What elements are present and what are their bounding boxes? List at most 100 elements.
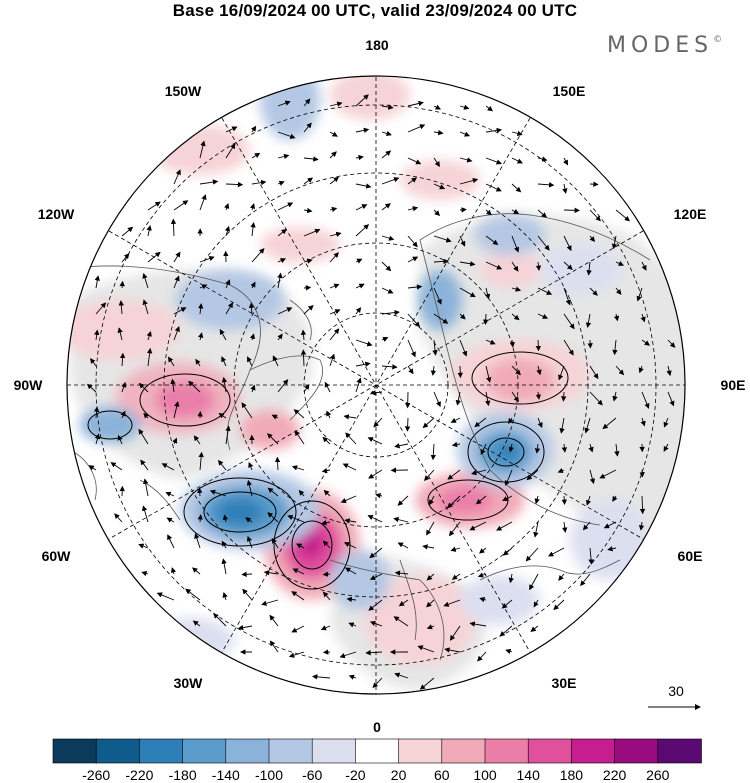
colorbar-tick-label: -60 <box>302 767 322 783</box>
wind-arrow <box>339 651 357 659</box>
wind-arrow <box>485 183 502 192</box>
lon-label-180: 180 <box>365 37 389 53</box>
wind-arrow <box>485 261 503 270</box>
modes-logo: MODES© <box>607 33 722 58</box>
wind-arrow <box>329 231 342 237</box>
wind-arrow <box>140 459 149 471</box>
wind-arrow <box>355 283 365 289</box>
wind-arrow <box>433 313 449 324</box>
wind-arrow <box>641 391 650 409</box>
wind-arrow <box>407 339 416 358</box>
wind-arrow <box>340 495 357 503</box>
wind-arrow <box>444 647 461 653</box>
wind-arrow <box>485 235 499 246</box>
wind-arrow <box>614 443 620 457</box>
wind-arrow <box>433 129 444 136</box>
colorbar-swatch <box>95 738 141 764</box>
colorbar-swatch <box>657 738 702 764</box>
lon-label-90w: 90W <box>14 377 44 393</box>
wind-arrow <box>381 150 392 159</box>
wind-arrow <box>213 613 227 627</box>
wind-arrow <box>300 329 307 341</box>
wind-arrow <box>561 495 567 505</box>
wind-arrow <box>323 489 331 497</box>
wind-arrow <box>433 104 442 110</box>
wind-arrow <box>248 302 255 315</box>
wind-arrow <box>369 547 383 559</box>
wind-arrow <box>474 417 487 428</box>
wind-arrow <box>430 443 436 461</box>
wind-arrow <box>355 258 363 264</box>
colorbar-tick-label: -180 <box>169 767 197 783</box>
wind-arrow <box>589 287 598 296</box>
wind-arrow <box>269 614 279 627</box>
colorbar-tick-label: 180 <box>560 767 584 783</box>
wind-arrow <box>588 547 594 565</box>
wind-arrow <box>120 410 126 419</box>
wind-arrow <box>459 131 471 137</box>
wind-arrow <box>320 625 331 631</box>
wind-arrow <box>141 570 149 577</box>
wind-arrow <box>142 299 149 315</box>
wind-arrow <box>247 356 253 367</box>
wind-arrow <box>355 361 371 367</box>
wind-arrow <box>246 535 253 549</box>
wind-arrow <box>329 131 338 137</box>
wind-arrow <box>602 417 617 430</box>
wind-arrow <box>269 640 279 653</box>
wind-arrow <box>508 573 514 584</box>
wind-arrow <box>209 489 227 497</box>
wind-arrow <box>426 624 435 630</box>
wind-arrow <box>250 281 256 289</box>
wind-arrow <box>249 333 256 341</box>
wind-arrow <box>562 183 568 194</box>
reference-vector-label: 30 <box>668 683 684 699</box>
wind-arrow <box>369 573 383 580</box>
wind-arrow <box>217 459 227 471</box>
wind-arrow <box>199 179 219 185</box>
wind-arrow <box>537 235 550 251</box>
wind-arrow <box>146 225 152 237</box>
wind-arrow <box>263 570 279 576</box>
wind-arrow <box>603 521 617 529</box>
wind-arrow <box>394 570 409 576</box>
wind-arrow <box>199 140 206 159</box>
wind-arrow <box>407 100 424 107</box>
wind-arrow <box>344 518 357 524</box>
wind-arrow <box>188 380 201 393</box>
wind-arrow <box>450 417 461 423</box>
wind-arrow <box>267 512 279 523</box>
wind-arrow <box>537 287 553 295</box>
colorbar-tick-label: 260 <box>646 767 670 783</box>
map-disc <box>67 76 685 694</box>
wind-arrow <box>397 495 409 506</box>
wind-arrow <box>121 226 134 237</box>
wind-arrow <box>303 207 313 214</box>
wind-arrow <box>224 225 231 237</box>
logo-text: MODES <box>607 33 714 58</box>
wind-arrow <box>195 358 201 367</box>
wind-arrow <box>221 558 227 575</box>
wind-arrow <box>303 285 312 291</box>
wind-arrow <box>303 156 319 162</box>
wind-arrow <box>138 428 149 445</box>
wind-arrow <box>615 209 630 222</box>
wind-arrow <box>582 521 591 531</box>
wind-arrow <box>303 122 312 133</box>
wind-arrow <box>589 365 599 380</box>
reference-vector: 30 <box>648 683 701 710</box>
wind-arrow <box>375 493 383 499</box>
wind-arrow <box>430 365 437 376</box>
wind-arrow <box>407 124 426 133</box>
wind-arrow <box>447 469 461 480</box>
wind-arrow <box>667 339 676 348</box>
wind-arrow <box>429 495 435 506</box>
wind-arrow <box>485 365 492 383</box>
wind-arrow <box>580 573 591 587</box>
lon-label-60e: 60E <box>678 548 703 564</box>
wind-arrow <box>199 194 207 211</box>
wind-arrow <box>355 154 364 161</box>
wind-arrow <box>321 520 331 526</box>
wind-arrow <box>477 572 487 578</box>
wind-arrow <box>393 616 409 627</box>
